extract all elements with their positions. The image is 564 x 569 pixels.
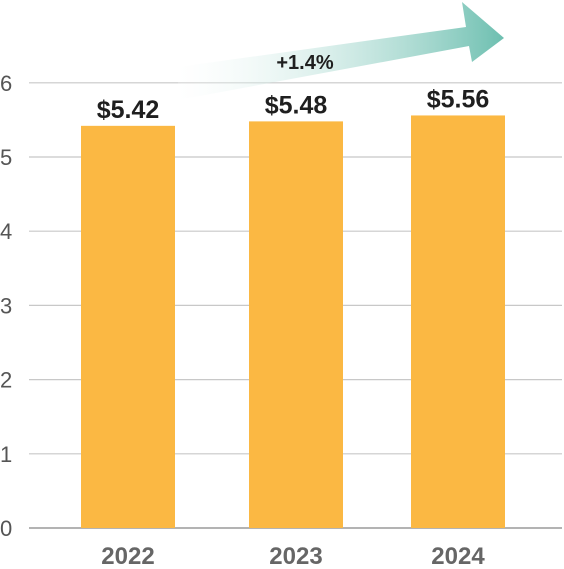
y-tick-label: 4	[0, 219, 12, 244]
data-label: $5.56	[427, 85, 490, 113]
growth-label: +1.4%	[276, 52, 333, 74]
y-tick-label: 5	[0, 145, 12, 170]
bars: $5.42 $5.48 $5.56	[81, 85, 505, 528]
y-tick-label: 2	[0, 368, 12, 393]
y-axis: 0 1 2 3 4 5 6	[0, 71, 12, 541]
bar-2022	[81, 125, 175, 528]
x-axis: 2022 2023 2024	[101, 543, 485, 569]
bar-2024	[411, 115, 505, 528]
growth-arrow-shape	[178, 2, 504, 100]
y-tick-label: 1	[0, 442, 12, 467]
x-tick-label: 2024	[431, 543, 485, 569]
x-tick-label: 2022	[101, 543, 154, 569]
growth-arrow: +1.4%	[178, 2, 504, 100]
y-tick-label: 6	[0, 71, 12, 96]
y-tick-label: 3	[0, 293, 12, 318]
y-tick-label: 0	[0, 516, 12, 541]
x-tick-label: 2023	[269, 543, 322, 569]
data-label: $5.42	[97, 96, 160, 124]
data-label: $5.48	[265, 91, 328, 119]
bar-2023	[249, 121, 343, 528]
